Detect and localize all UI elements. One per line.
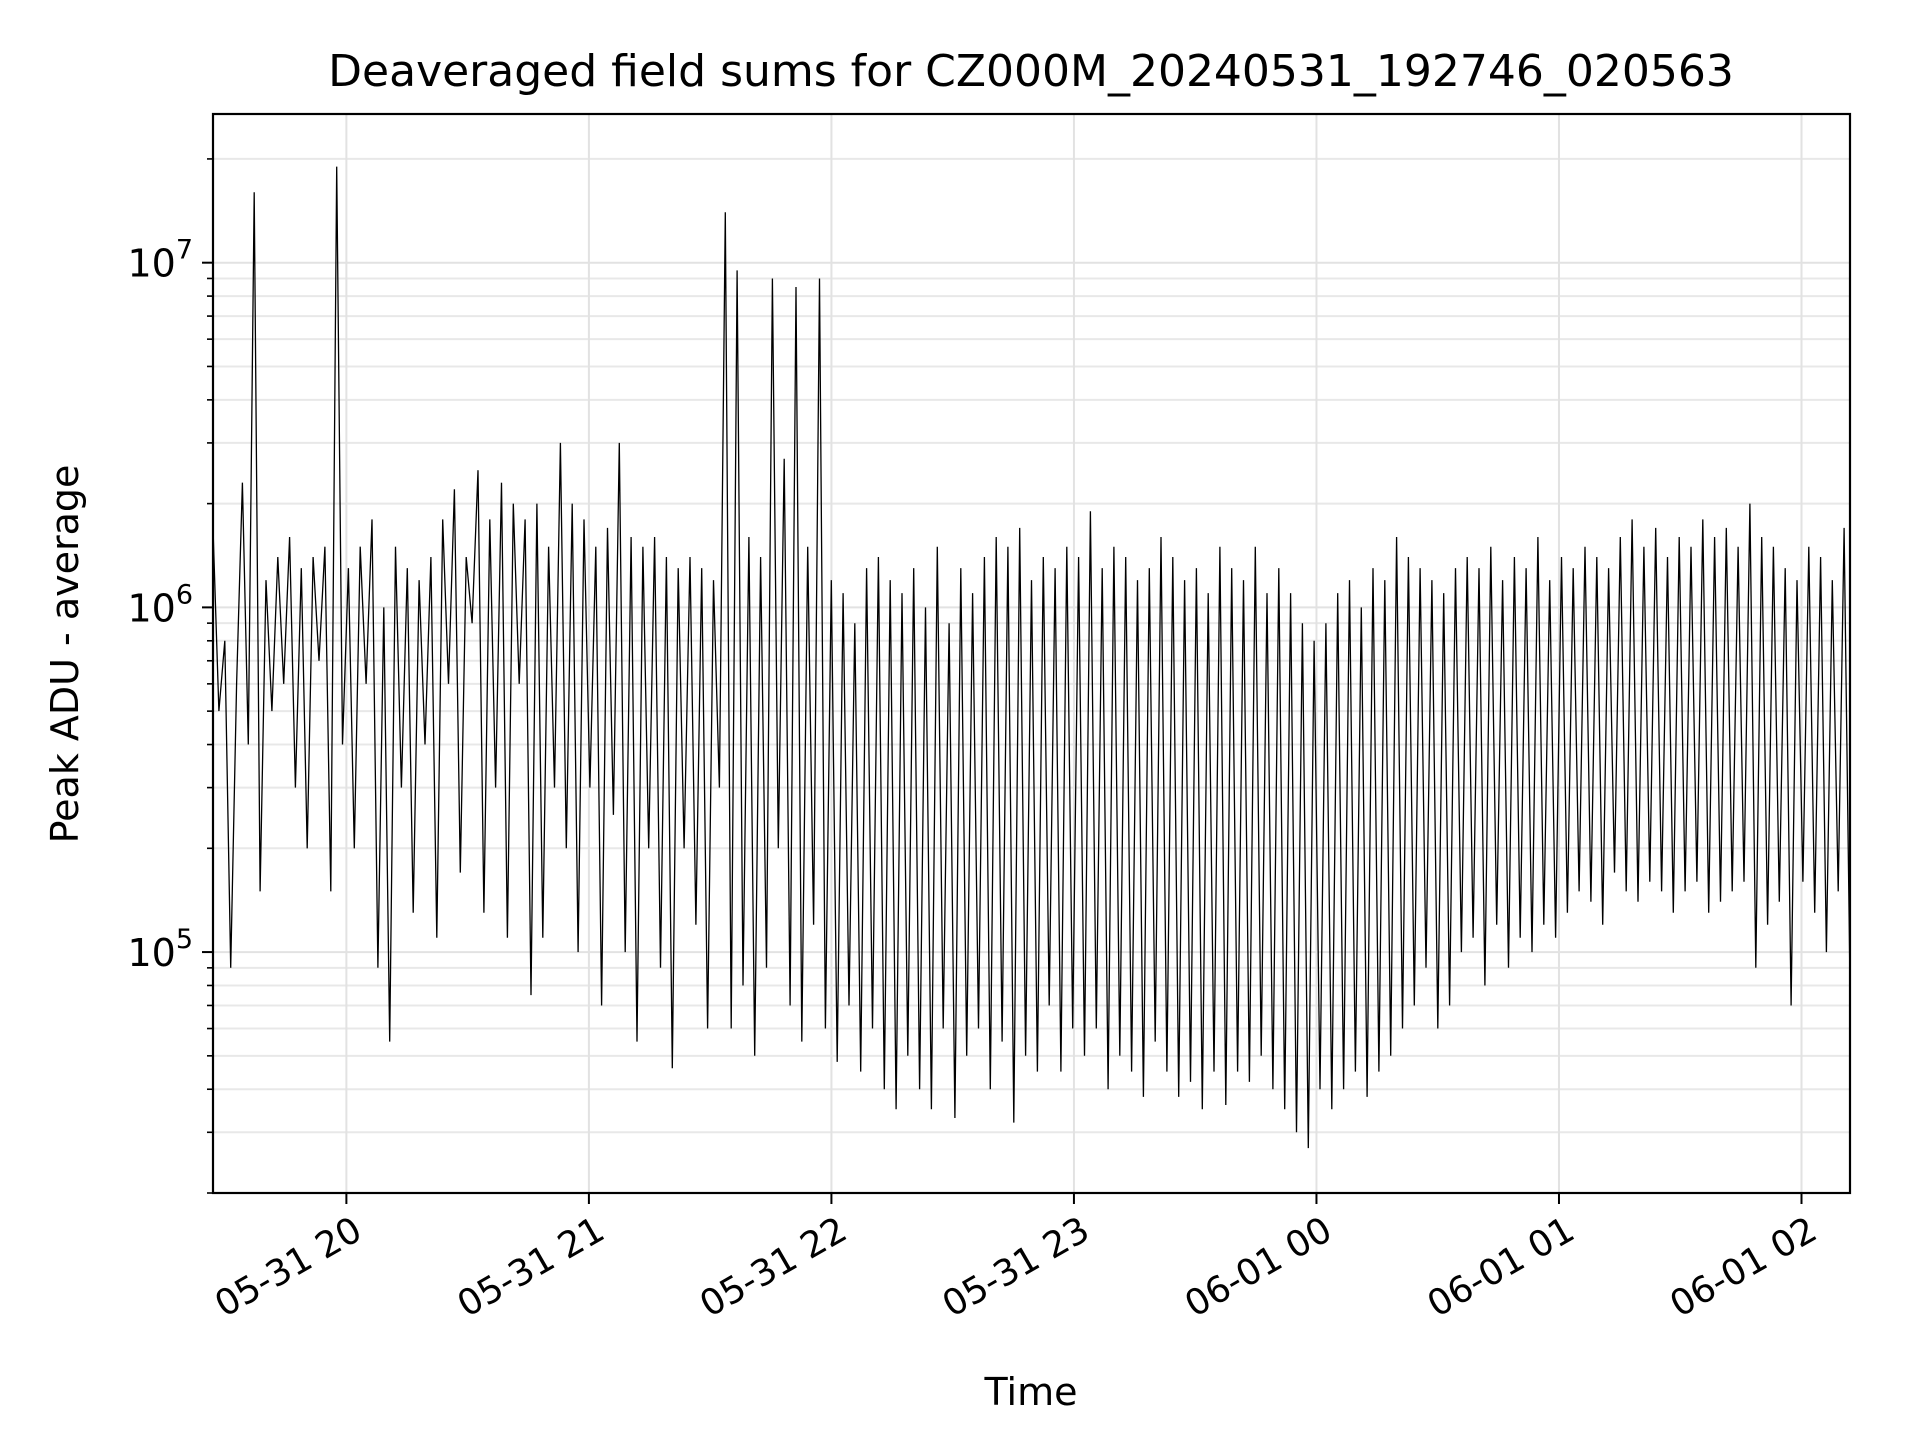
grid — [213, 114, 1850, 1194]
chart-title: Deaveraged field sums for CZ000M_2024053… — [328, 46, 1734, 97]
x-axis-label: Time — [984, 1370, 1078, 1414]
series-layer — [212, 166, 1851, 1149]
series-line — [212, 166, 1851, 1149]
y-axis-label: Peak ADU - average — [43, 465, 87, 844]
y-axis: 105 106 107 — [127, 158, 213, 1194]
y-tick-label: 106 — [127, 579, 193, 630]
y-tick-label: 107 — [127, 235, 193, 286]
plot-frame — [211, 112, 1852, 1195]
y-tick-label: 105 — [127, 924, 193, 975]
